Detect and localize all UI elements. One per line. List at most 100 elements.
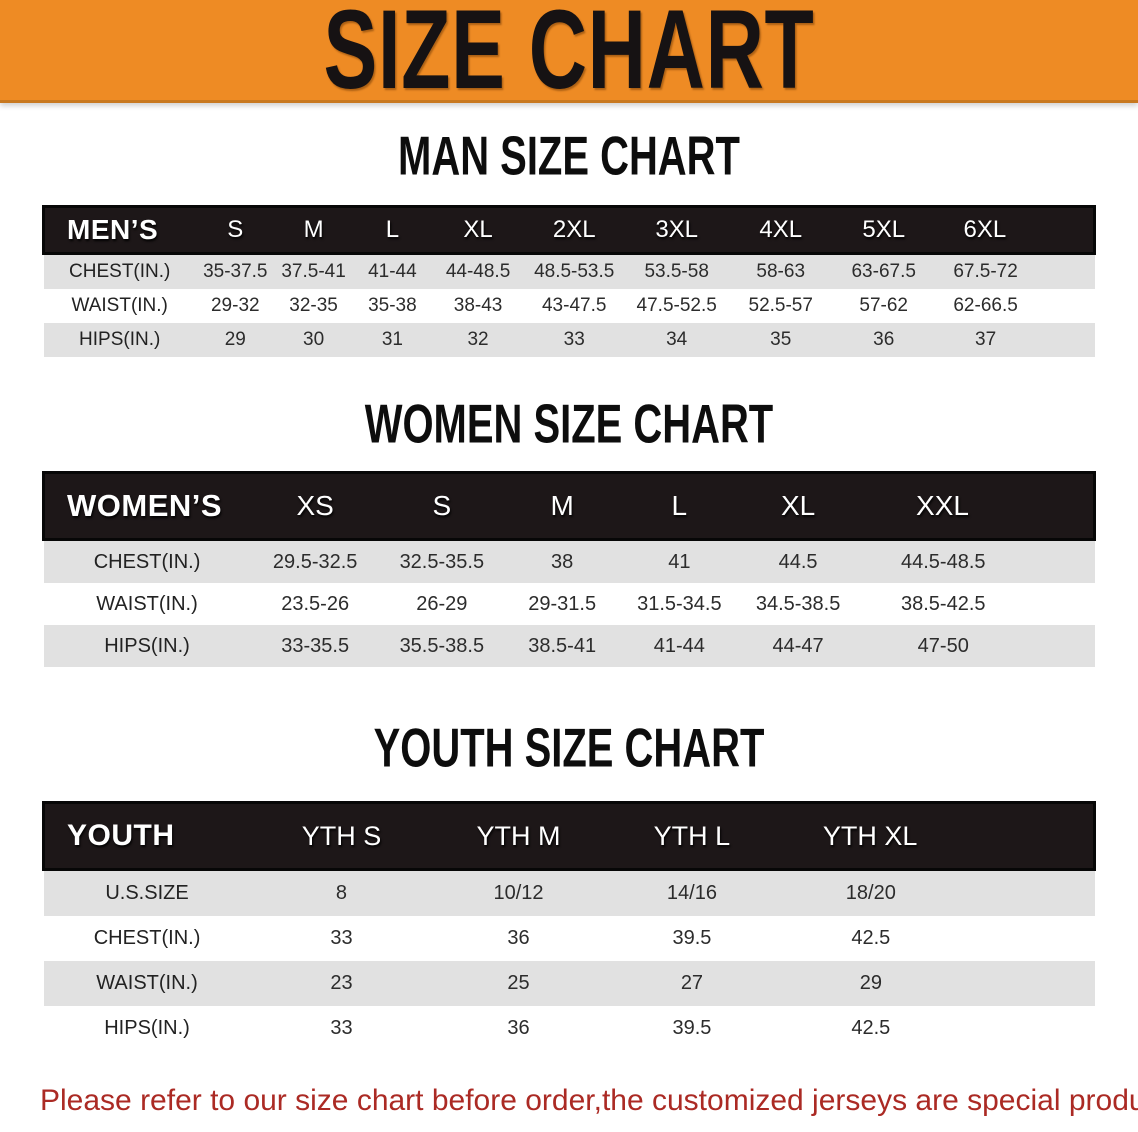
men-measurement-value: 58-63 [728, 253, 833, 289]
women-header-row: WOMEN’S XS S M L XL XXL [41, 471, 1096, 541]
youth-measurement-row: HIPS(IN.) 33 36 39.5 42.5 [44, 1006, 1095, 1051]
women-measurement-value: 29-31.5 [528, 592, 597, 615]
men-measurement-value: 31 [352, 323, 433, 357]
men-row-label: WAIST(IN.) [71, 295, 168, 316]
women-measurement-value: 26-29 [416, 592, 468, 615]
women-measurement-row: CHEST(IN.) 29.5-32.5 32.5-35.5 38 41 44.5 44.5… [43, 539, 1095, 583]
disclaimer-note: Please refer to our size chart before or… [0, 1077, 1138, 1132]
women-row-label: CHEST(IN.) [43, 539, 251, 583]
women-size-column-header: XL [738, 471, 858, 541]
men-measurement-value: 34 [624, 323, 729, 357]
youth-measurement-value: 39.5 [672, 1017, 712, 1039]
youth-measurement-row: CHEST(IN.) 33 36 39.5 42.5 [44, 916, 1095, 961]
youth-section-heading: YOUTH SIZE CHART [0, 717, 1138, 779]
men-measurement-value: 43-47.5 [541, 295, 607, 316]
youth-measurement-value: 8 [250, 869, 433, 916]
men-size-column-header: XL [432, 205, 524, 255]
men-table-header: MEN’S S M L XL 2XL 3XL 4XL 5XL 6XL [41, 205, 1096, 255]
men-size-column-header: 3XL [624, 205, 729, 255]
disclaimer-line-2: we don't accept cancel, change, teturn o… [40, 1125, 1108, 1132]
youth-row-label: HIPS(IN.) [104, 1017, 190, 1039]
youth-row-label: WAIST(IN.) [43, 961, 251, 1006]
youth-section-heading-text: YOUTH SIZE CHART [373, 717, 765, 779]
women-measurement-value: 29.5-32.5 [250, 539, 380, 583]
men-section-heading: MAN SIZE CHART [0, 128, 1138, 183]
men-measurement-row: HIPS(IN.) 29 30 31 32 33 34 35 36 37 [43, 323, 1095, 357]
men-measurement-value: 37 [934, 323, 1095, 357]
men-measurement-value: 62-66.5 [953, 295, 1018, 316]
women-measurement-value: 34.5-38.5 [755, 592, 841, 615]
youth-measurement-value: 42.5 [851, 927, 891, 949]
women-size-column-header: XXL [858, 471, 1096, 541]
youth-measurement-value: 33 [330, 927, 353, 949]
youth-measurement-value: 23 [250, 961, 433, 1006]
youth-measurement-row: WAIST(IN.) 23 25 27 29 [43, 961, 1095, 1006]
youth-measurement-value: 10/12 [432, 869, 605, 916]
women-row-label: HIPS(IN.) [43, 625, 251, 667]
men-row-label: CHEST(IN.) [43, 253, 196, 289]
youth-size-column-header: YTH M [432, 801, 605, 871]
men-measurement-value: 29 [195, 323, 275, 357]
men-measurement-row: CHEST(IN.) 35-37.5 37.5-41 41-44 44-48.5 48.5… [43, 253, 1095, 289]
youth-measurement-value: 18/20 [779, 869, 1095, 916]
men-size-column-header: L [352, 205, 433, 255]
women-measurement-value: 23.5-26 [281, 592, 350, 615]
youth-corner-label: YOUTH [41, 801, 251, 871]
women-table-body: CHEST(IN.) 29.5-32.5 32.5-35.5 38 41 44.5 44.5… [43, 539, 1095, 667]
women-section-heading: WOMEN SIZE CHART [0, 393, 1138, 455]
men-measurement-value: 63-67.5 [832, 253, 935, 289]
women-measurement-value: 44.5-48.5 [858, 539, 1095, 583]
men-measurement-value: 32 [432, 323, 524, 357]
youth-size-column-header: YTH S [250, 801, 433, 871]
men-row-label: HIPS(IN.) [43, 323, 196, 357]
men-measurement-value: 47.5-52.5 [636, 295, 717, 316]
men-measurement-value: 41-44 [352, 253, 433, 289]
disclaimer-line-1: Please refer to our size chart before or… [40, 1084, 1138, 1117]
men-measurement-value: 30 [274, 323, 353, 357]
youth-measurement-value: 39.5 [672, 927, 712, 949]
youth-measurement-value: 25 [432, 961, 605, 1006]
women-size-column-header: L [620, 471, 739, 541]
youth-measurement-value: 14/16 [604, 869, 780, 916]
men-measurement-value: 57-62 [859, 295, 909, 316]
youth-table-body: U.S.SIZE 8 10/12 14/16 18/20 CHEST(IN.) 33 36 39… [43, 869, 1095, 1052]
youth-measurement-value: 27 [604, 961, 780, 1006]
men-size-column-header: 2XL [523, 205, 625, 255]
men-measurement-value: 35 [728, 323, 833, 357]
size-chart-banner: SIZE CHART [0, 0, 1138, 112]
women-row-label: WAIST(IN.) [96, 592, 198, 615]
men-size-table: MEN’S S M L XL 2XL 3XL 4XL 5XL 6XL CHEST(IN.) 35-37… [41, 205, 1096, 357]
women-size-table: WOMEN’S XS S M L XL XXL CHEST(IN.) 29.5-32.5 32.5… [41, 471, 1096, 667]
youth-header-row: YOUTH YTH S YTH M YTH L YTH XL [41, 801, 1097, 871]
men-measurement-value: 32-35 [289, 295, 338, 316]
youth-measurement-value: 33 [330, 1017, 353, 1039]
men-measurement-value: 67.5-72 [934, 253, 1095, 289]
men-measurement-value: 53.5-58 [624, 253, 729, 289]
youth-measurement-value: 29 [779, 961, 1095, 1006]
youth-size-chart-section: YOUTH SIZE CHART YOUTH YTH S YTH M YTH L YTH … [0, 717, 1138, 1052]
women-size-column-header: XS [250, 471, 380, 541]
men-measurement-value: 37.5-41 [274, 253, 353, 289]
men-size-column-header: 6XL [934, 205, 1096, 255]
women-measurement-value: 44-47 [738, 625, 858, 667]
men-measurement-value: 29-32 [210, 295, 260, 316]
women-measurement-row: HIPS(IN.) 33-35.5 35.5-38.5 38.5-41 41-44 44-… [43, 625, 1095, 667]
women-measurement-value: 33-35.5 [250, 625, 380, 667]
women-size-column-header: S [379, 471, 504, 541]
women-measurement-value: 31.5-34.5 [637, 592, 722, 615]
women-measurement-value: 41 [620, 539, 739, 583]
men-measurement-value: 52.5-57 [748, 295, 813, 316]
women-measurement-value: 44.5 [738, 539, 858, 583]
men-size-column-header: S [195, 205, 275, 255]
men-measurement-value: 35-37.5 [195, 253, 275, 289]
men-size-chart-section: MAN SIZE CHART MEN’S S M L XL 2XL 3XL 4XL 5XL 6XL C… [0, 128, 1138, 357]
youth-row-label: CHEST(IN.) [93, 927, 201, 949]
men-measurement-row: WAIST(IN.) 29-32 32-35 35-38 38-43 43-47.5 47.… [44, 289, 1095, 323]
men-table-body: CHEST(IN.) 35-37.5 37.5-41 41-44 44-48.5 48.5… [43, 253, 1095, 357]
banner-title: SIZE CHART [323, 0, 815, 112]
men-measurement-value: 33 [523, 323, 625, 357]
women-section-heading-text: WOMEN SIZE CHART [364, 393, 774, 455]
women-measurement-row: WAIST(IN.) 23.5-26 26-29 29-31.5 31.5-34.5 34… [44, 583, 1095, 625]
youth-table-header: YOUTH YTH S YTH M YTH L YTH XL [41, 801, 1097, 871]
men-size-column-header: 4XL [728, 205, 833, 255]
